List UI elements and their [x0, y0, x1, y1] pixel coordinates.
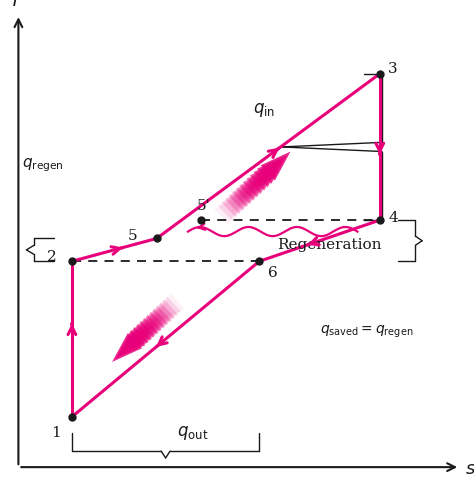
- Text: 5': 5': [197, 199, 210, 213]
- Text: 3: 3: [388, 62, 398, 76]
- Text: $q_\mathrm{regen}$: $q_\mathrm{regen}$: [22, 156, 64, 174]
- Text: $q_\mathrm{in}$: $q_\mathrm{in}$: [253, 102, 275, 120]
- Text: 5: 5: [128, 229, 137, 243]
- Text: Regeneration: Regeneration: [277, 238, 382, 252]
- Text: 6: 6: [268, 266, 278, 280]
- Text: 2: 2: [47, 250, 57, 264]
- Text: $s$: $s$: [465, 460, 474, 478]
- Text: $T$: $T$: [9, 0, 23, 10]
- Text: 4: 4: [388, 211, 398, 225]
- Text: $q_\mathrm{out}$: $q_\mathrm{out}$: [177, 424, 208, 442]
- Text: 1: 1: [52, 426, 61, 440]
- Text: $q_\mathrm{saved}=q_\mathrm{regen}$: $q_\mathrm{saved}=q_\mathrm{regen}$: [319, 324, 413, 340]
